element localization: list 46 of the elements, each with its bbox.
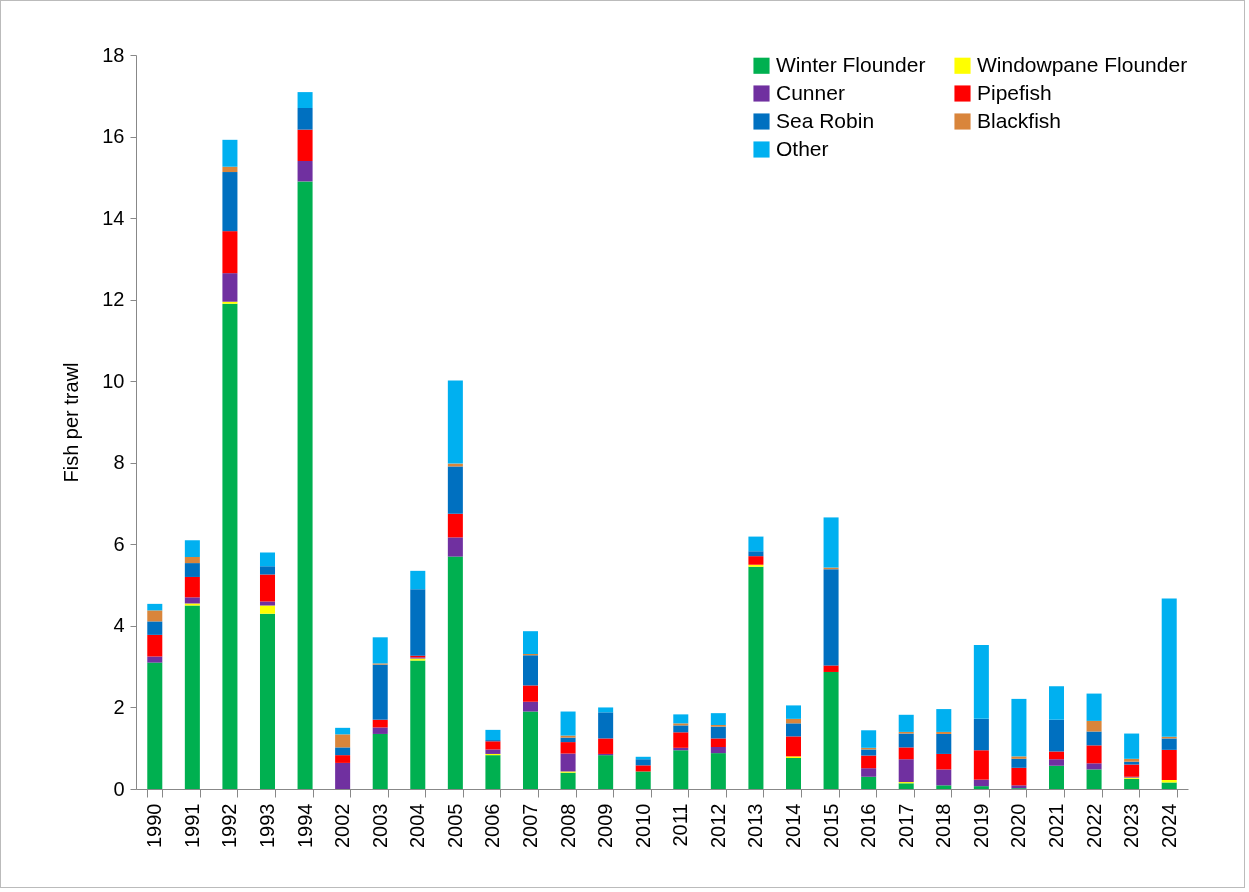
x-tick-label: 2020	[1007, 803, 1030, 848]
x-tick-label: 2014	[782, 803, 804, 848]
y-tick-label: 16	[102, 125, 125, 148]
legend-label: Pipefish	[977, 80, 1052, 104]
legend-label: Sea Robin	[776, 108, 875, 132]
y-tick-label: 6	[113, 532, 125, 555]
x-tick-label: 2010	[631, 803, 654, 848]
x-tick-label: 2016	[857, 803, 880, 848]
y-tick-label: 4	[113, 614, 125, 637]
x-tick-label: 2023	[1120, 803, 1143, 848]
x-tick-label: 2002	[331, 803, 354, 848]
y-tick-label: 2	[113, 695, 125, 718]
x-tick-label: 2015	[819, 803, 842, 848]
x-tick-label: 2007	[519, 803, 541, 848]
y-tick-label: 18	[102, 43, 125, 66]
legend-label: Winter Flounder	[776, 52, 926, 76]
legend-label: Other	[776, 136, 829, 160]
x-tick-label: 1990	[143, 803, 166, 848]
legend-label: Blackfish	[977, 108, 1062, 132]
x-tick-label: 1994	[293, 803, 316, 848]
x-tick-label: 2019	[969, 803, 992, 848]
x-tick-label: 2005	[443, 803, 466, 848]
x-tick-label: 2011	[669, 803, 692, 847]
x-tick-label: 2003	[368, 803, 391, 848]
legend-label: Cunner	[776, 80, 845, 104]
x-tick-label: 2017	[894, 803, 917, 848]
x-tick-label: 2021	[1045, 803, 1067, 848]
y-tick-label: 12	[102, 288, 125, 311]
x-tick-label: 2022	[1082, 803, 1105, 848]
y-tick-label: 14	[102, 206, 125, 229]
x-tick-label: 1991	[180, 803, 203, 848]
x-tick-label: 2008	[556, 803, 579, 848]
x-tick-label: 2009	[594, 803, 617, 848]
y-tick-label: 0	[113, 777, 125, 800]
x-tick-label: 2024	[1157, 803, 1180, 848]
y-tick-label: 10	[102, 369, 125, 392]
x-tick-label: 2018	[932, 803, 955, 848]
y-tick-label: 8	[113, 451, 125, 474]
x-tick-label: 2012	[706, 803, 729, 848]
legend-label: Windowpane Flounder	[977, 52, 1188, 76]
x-tick-label: 2006	[481, 803, 504, 848]
x-tick-label: 2004	[406, 803, 429, 848]
x-tick-label: 1992	[218, 803, 241, 848]
x-tick-label: 1993	[256, 803, 278, 848]
y-axis-title: Fish per trawl	[60, 362, 83, 483]
x-tick-label: 2013	[744, 803, 767, 848]
